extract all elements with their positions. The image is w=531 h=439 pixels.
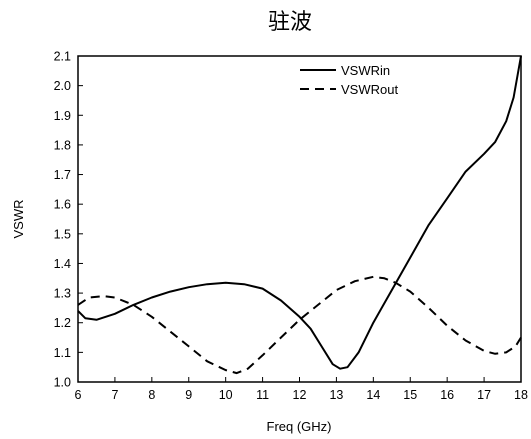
x-tick-label: 11 [256,388,269,402]
x-tick-label: 9 [185,388,192,402]
x-axis-label: Freq (GHz) [267,419,332,434]
legend-label-vswrout: VSWRout [341,82,398,97]
x-tick-label: 12 [293,388,307,402]
chart-title: 驻波 [268,10,312,35]
y-tick-label: 2.1 [54,50,71,64]
y-tick-label: 1.0 [54,376,71,390]
x-tick-label: 15 [403,388,417,402]
y-tick-label: 1.7 [54,168,71,182]
x-tick-label: 17 [477,388,491,402]
x-tick-label: 16 [440,388,454,402]
legend-label-vswrin: VSWRin [341,63,390,78]
series-layer [77,55,522,375]
y-tick-label: 2.0 [54,79,71,93]
y-tick-label: 1.4 [54,257,71,271]
x-tick-label: 8 [148,388,155,402]
y-tick-label: 1.1 [54,346,71,360]
y-axis-label: VSWR [11,200,26,239]
x-tick-label: 6 [75,388,82,402]
series-line-vswrout [77,275,522,375]
x-tick-label: 10 [219,388,233,402]
y-tick-label: 1.2 [54,316,71,330]
x-tick-label: 13 [329,388,343,402]
x-tick-label: 7 [111,388,118,402]
plot-frame [77,55,522,383]
y-tick-label: 1.6 [54,198,71,212]
y-tick-label: 1.9 [54,109,71,123]
x-tick-label: 14 [366,388,380,402]
y-tick-label: 1.3 [54,287,71,301]
ticks-layer: 6 7 8 9 10 11 12 13 14 15 16 17 18 1.0 1.1 1.2 1.3 1.4 1.5… [54,50,528,403]
x-tick-label: 18 [514,388,528,402]
y-tick-label: 1.8 [54,138,71,152]
y-tick-label: 1.5 [54,227,71,241]
legend: VSWRin VSWRout [300,63,398,97]
series-line-vswrin [77,55,522,370]
